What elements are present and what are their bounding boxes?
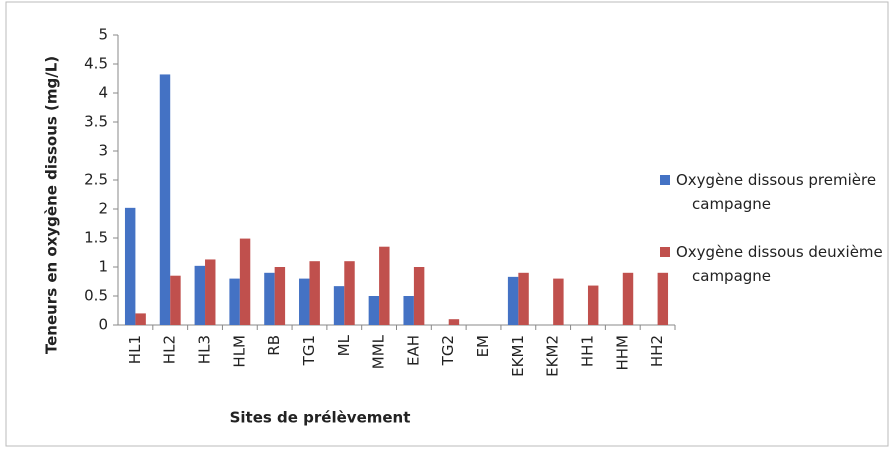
bar — [507, 276, 519, 325]
bar — [622, 272, 634, 325]
bar — [274, 267, 286, 325]
bar — [448, 319, 460, 325]
bar — [379, 246, 390, 325]
bar — [309, 261, 320, 325]
x-axis-title: Sites de prélèvement — [230, 409, 411, 427]
x-tick-label: TG2 — [439, 335, 457, 366]
y-tick-label: 1 — [98, 258, 108, 276]
y-axis-title: Teneurs en oxygène dissous (mg/L) — [43, 56, 61, 354]
bar — [205, 259, 216, 325]
bar — [239, 238, 251, 325]
bar — [124, 207, 136, 325]
x-tick-label: MML — [370, 334, 388, 369]
bar — [264, 272, 275, 325]
y-tick-label: 0 — [98, 316, 108, 334]
y-tick-label: 4.5 — [84, 55, 108, 73]
bar — [403, 296, 414, 325]
bar — [194, 265, 206, 325]
x-tick-label: EKM1 — [509, 335, 527, 377]
y-tick-label: 1.5 — [84, 229, 108, 247]
bar — [413, 267, 425, 325]
x-tick-label: HL1 — [126, 335, 144, 364]
bar — [344, 261, 355, 325]
x-tick-label: EKM2 — [544, 335, 562, 377]
chart-frame — [5, 1, 889, 447]
bar — [333, 286, 345, 325]
x-tick-label: HL2 — [161, 335, 179, 364]
legend-entry: Oxygène dissous première campagne — [660, 168, 883, 216]
x-tick-label: EAH — [404, 335, 422, 366]
x-tick-label: TG1 — [300, 335, 318, 366]
x-tick-label: ML — [335, 334, 353, 356]
bar — [553, 278, 564, 325]
y-tick-label: 2.5 — [84, 171, 108, 189]
legend-swatch — [660, 175, 670, 185]
legend-label: Oxygène dissous première campagne — [676, 171, 877, 213]
y-tick-label: 0.5 — [84, 287, 108, 305]
legend-swatch — [660, 247, 670, 257]
bar — [170, 275, 181, 325]
legend-entry: Oxygène dissous deuxième campagne — [660, 240, 883, 288]
bar — [368, 296, 380, 325]
x-tick-label: HH1 — [578, 335, 596, 367]
bar — [299, 278, 310, 325]
bar — [587, 285, 599, 325]
y-tick-label: 2 — [98, 200, 108, 218]
bar — [159, 74, 171, 325]
x-tick-label: HLM — [230, 335, 248, 368]
x-tick-label: HHM — [613, 335, 631, 371]
bar — [135, 313, 146, 325]
x-tick-label: EM — [474, 335, 492, 357]
y-tick-label: 3 — [98, 142, 108, 160]
y-tick-label: 4 — [98, 84, 108, 102]
x-tick-label: RB — [265, 335, 283, 356]
x-tick-label: HH2 — [648, 335, 666, 367]
bar — [229, 278, 240, 325]
bar — [657, 272, 669, 325]
y-tick-label: 5 — [98, 26, 108, 44]
y-tick-label: 3.5 — [84, 113, 108, 131]
legend-label: Oxygène dissous deuxième campagne — [676, 243, 883, 285]
bar — [518, 272, 529, 325]
x-tick-label: HL3 — [196, 335, 214, 364]
